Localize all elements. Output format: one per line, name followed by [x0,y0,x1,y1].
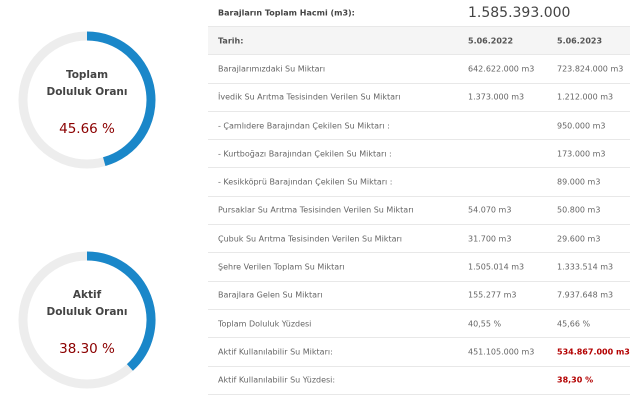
gauge-value: 38.30 % [59,341,115,357]
table-cell: 5.06.2022 [468,36,514,46]
table-cell: Toplam Doluluk Yüzdesi [218,319,312,329]
gauge-title: Aktif [73,289,102,301]
table-cell: İvedik Su Arıtma Tesisinden Verilen Su M… [218,92,401,102]
table-cell: 1.373.000 m3 [468,92,525,102]
table-cell: Şehre Verilen Toplam Su Miktarı [218,262,345,272]
table-row: İvedik Su Arıtma Tesisinden Verilen Su M… [208,84,630,112]
gauge-subtitle: Doluluk Oranı [47,306,128,318]
table-cell: Barajlarımızdaki Su Miktarı [218,64,326,74]
table-cell: - Kurtboğazı Barajından Çekilen Su Mikta… [218,149,392,159]
table-cell: 1.212.000 m3 [557,92,614,102]
table-cell: Barajların Toplam Hacmi (m3): [218,8,355,18]
table-cell: 642.622.000 m3 [468,64,535,74]
table-row: Pursaklar Su Arıtma Tesisinden Verilen S… [208,197,630,226]
table-row: Aktif Kullanılabilir Su Yüzdesi: 38,30 % [208,367,630,395]
table-cell: 155.277 m3 [468,290,517,300]
table-row: Toplam Doluluk Yüzdesi 40,55 % 45,66 % [208,310,630,339]
table-row: Barajların Toplam Hacmi (m3): 1.585.393.0… [208,0,630,27]
dam-table: Barajların Toplam Hacmi (m3): 1.585.393.0… [208,0,630,395]
table-cell: - Çamlıdere Barajından Çekilen Su Miktar… [218,121,390,131]
table-row: - Kesikköprü Barajından Çekilen Su Mikta… [208,168,630,197]
table-row: - Kurtboğazı Barajından Çekilen Su Mikta… [208,140,630,169]
table-cell: 723.824.000 m3 [557,64,624,74]
table-cell: 45,66 % [557,319,591,329]
table-cell: 89.000 m3 [557,177,601,187]
table-cell: Barajlara Gelen Su Miktarı [218,290,323,300]
gauge-subtitle: Doluluk Oranı [47,86,128,98]
table-cell: 38,30 % [557,375,594,385]
table-cell: Aktif Kullanılabilir Su Yüzdesi: [218,375,336,385]
table-cell: Aktif Kullanılabilir Su Miktarı: [218,347,333,357]
gauge-value: 45.66 % [59,121,115,137]
table-cell: 451.105.000 m3 [468,347,535,357]
table-cell: 29.600 m3 [557,234,601,244]
table-cell: Pursaklar Su Arıtma Tesisinden Verilen S… [218,205,414,215]
table-cell: 950.000 m3 [557,121,606,131]
table-cell: 7.937.648 m3 [557,290,614,300]
table-cell: 173.000 m3 [557,149,606,159]
table-cell: Çubuk Su Arıtma Tesisinden Verilen Su Mi… [218,234,402,244]
table-cell: 1.585.393.000 [468,5,571,21]
table-row: Aktif Kullanılabilir Su Miktarı: 451.105.… [208,338,630,367]
table-cell: 5.06.2023 [557,36,603,46]
table-row: Barajlarımızdaki Su Miktarı 642.622.000 m… [208,55,630,84]
table-cell: 50.800 m3 [557,205,601,215]
gauges: Toplam Doluluk Oranı 45.66 % Aktif Doluluk O… [18,31,156,389]
table-cell: 1.333.514 m3 [557,262,614,272]
table-row: Şehre Verilen Toplam Su Miktarı 1.505.014… [208,253,630,282]
table-cell: 31.700 m3 [468,234,512,244]
table-cell: Tarih: [218,36,244,46]
gauge-arc [86,31,156,166]
gauge-arc [86,251,156,371]
table-row: Barajlara Gelen Su Miktarı 155.277 m3 7.93… [208,282,630,310]
gauge-title: Toplam [66,69,108,81]
table-row: - Çamlıdere Barajından Çekilen Su Miktar… [208,112,630,141]
table-cell: 534.867.000 m3 [557,347,630,357]
table-row: Çubuk Su Arıtma Tesisinden Verilen Su Mi… [208,225,630,254]
table-cell: 1.505.014 m3 [468,262,525,272]
table-cell: 40,55 % [468,319,502,329]
table-cell: - Kesikköprü Barajından Çekilen Su Mikta… [218,177,393,187]
table-row: Tarih: 5.06.2022 5.06.2023 [208,27,630,56]
table-cell: 54.070 m3 [468,205,512,215]
